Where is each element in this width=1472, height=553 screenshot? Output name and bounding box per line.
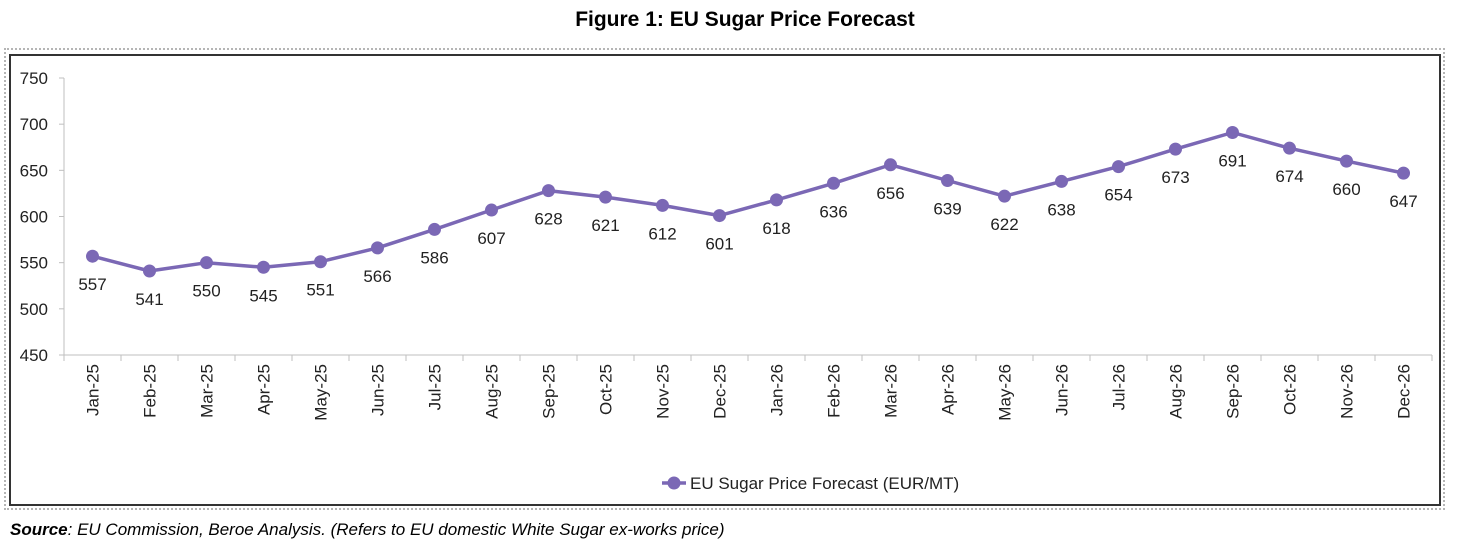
data-label: 654	[1104, 186, 1132, 205]
data-label: 601	[705, 235, 733, 254]
legend: EU Sugar Price Forecast (EUR/MT)	[662, 474, 959, 493]
x-tick-label: Jun-25	[369, 364, 388, 416]
y-axis: 450 500 550 600 650 700 750	[20, 69, 65, 365]
data-label: 621	[591, 216, 619, 235]
data-point	[1055, 174, 1068, 188]
series-eu-sugar-price	[86, 125, 1410, 278]
chart-frame	[9, 54, 1441, 506]
x-tick-label: Jan-26	[768, 364, 787, 416]
data-label: 636	[819, 202, 847, 221]
y-tick-label: 650	[20, 161, 48, 180]
x-tick-label: Dec-26	[1395, 364, 1414, 419]
data-point	[1340, 154, 1353, 168]
data-point	[1169, 142, 1182, 156]
data-point	[1226, 125, 1239, 139]
y-tick-label: 450	[20, 346, 48, 365]
x-tick-label: May-26	[996, 364, 1015, 421]
x-tick-label: Jun-26	[1053, 364, 1072, 416]
data-point	[1397, 166, 1410, 180]
data-label: 639	[933, 199, 961, 218]
data-label: 551	[306, 281, 334, 300]
x-tick-label: Dec-25	[711, 364, 730, 419]
x-tick-label: Sep-25	[540, 364, 559, 419]
y-tick-label: 750	[20, 69, 48, 88]
data-label: 612	[648, 224, 676, 243]
source-text: : EU Commission, Beroe Analysis. (Refers…	[67, 520, 725, 539]
data-point	[770, 193, 783, 207]
data-point	[884, 158, 897, 172]
x-tick-label: Nov-26	[1338, 364, 1357, 419]
data-point	[371, 241, 384, 255]
data-point	[428, 222, 441, 236]
data-point	[257, 260, 270, 274]
source-note: Source: EU Commission, Beroe Analysis. (…	[10, 520, 725, 540]
x-axis: Jan-25 Feb-25 Mar-25 Apr-25 May-25 Jun-25 Jul-…	[63, 354, 1433, 421]
x-tick-label: Mar-26	[882, 364, 901, 418]
series-line	[92, 130, 1404, 273]
x-tick-label: Apr-26	[939, 364, 958, 415]
x-tick-label: Oct-25	[597, 364, 616, 415]
data-label: 545	[249, 286, 277, 305]
data-point	[1112, 160, 1125, 174]
data-label: 541	[135, 290, 163, 309]
data-label: 618	[762, 219, 790, 238]
x-tick-label: May-25	[312, 364, 331, 421]
chart-outer-frame	[4, 48, 1445, 510]
chart-title: Figure 1: EU Sugar Price Forecast	[575, 8, 915, 31]
data-label: 638	[1047, 200, 1075, 219]
x-tick-label: Feb-25	[141, 364, 160, 418]
y-tick-label: 550	[20, 254, 48, 273]
x-tick-label: Oct-26	[1281, 364, 1300, 415]
data-label: 674	[1275, 167, 1303, 186]
x-tick-label: Apr-25	[255, 364, 274, 415]
data-label: 622	[990, 215, 1018, 234]
data-label: 550	[192, 282, 220, 301]
data-label: 607	[477, 229, 505, 248]
data-point	[998, 189, 1011, 203]
x-tick-label: Jul-25	[426, 364, 445, 410]
x-tick-label: Jan-25	[84, 364, 103, 416]
x-tick-label: Aug-26	[1167, 364, 1186, 419]
data-label: 647	[1389, 192, 1417, 211]
source-label: Source	[10, 520, 68, 539]
data-point	[314, 255, 327, 269]
x-tick-label: Nov-25	[654, 364, 673, 419]
data-point	[1283, 141, 1296, 155]
legend-label: EU Sugar Price Forecast (EUR/MT)	[690, 474, 959, 493]
x-tick-label: Aug-25	[483, 364, 502, 419]
data-point	[827, 176, 840, 190]
data-point	[941, 173, 954, 187]
y-tick-label: 500	[20, 300, 48, 319]
y-tick-label: 700	[20, 115, 48, 134]
x-tick-label: Mar-25	[198, 364, 217, 418]
data-label: 586	[420, 248, 448, 267]
data-label: 660	[1332, 180, 1360, 199]
data-point	[656, 198, 669, 212]
data-label: 566	[363, 267, 391, 286]
data-point	[86, 249, 99, 263]
data-point	[599, 190, 612, 204]
data-point	[542, 184, 555, 198]
data-label: 557	[78, 275, 106, 294]
data-label: 656	[876, 184, 904, 203]
x-tick-label: Feb-26	[825, 364, 844, 418]
data-label: 673	[1161, 168, 1189, 187]
data-label: 691	[1218, 151, 1246, 170]
x-tick-label: Jul-26	[1110, 364, 1129, 410]
data-label: 628	[534, 210, 562, 229]
y-tick-label: 600	[20, 208, 48, 227]
legend-marker	[667, 476, 681, 490]
data-point	[713, 209, 726, 223]
x-tick-label: Sep-26	[1224, 364, 1243, 419]
data-point	[143, 264, 156, 278]
data-point	[200, 256, 213, 270]
data-point	[485, 203, 498, 217]
data-labels: 557 541 550 545 551 566 586 607 628 621 612 601 618 6…	[78, 151, 1417, 308]
